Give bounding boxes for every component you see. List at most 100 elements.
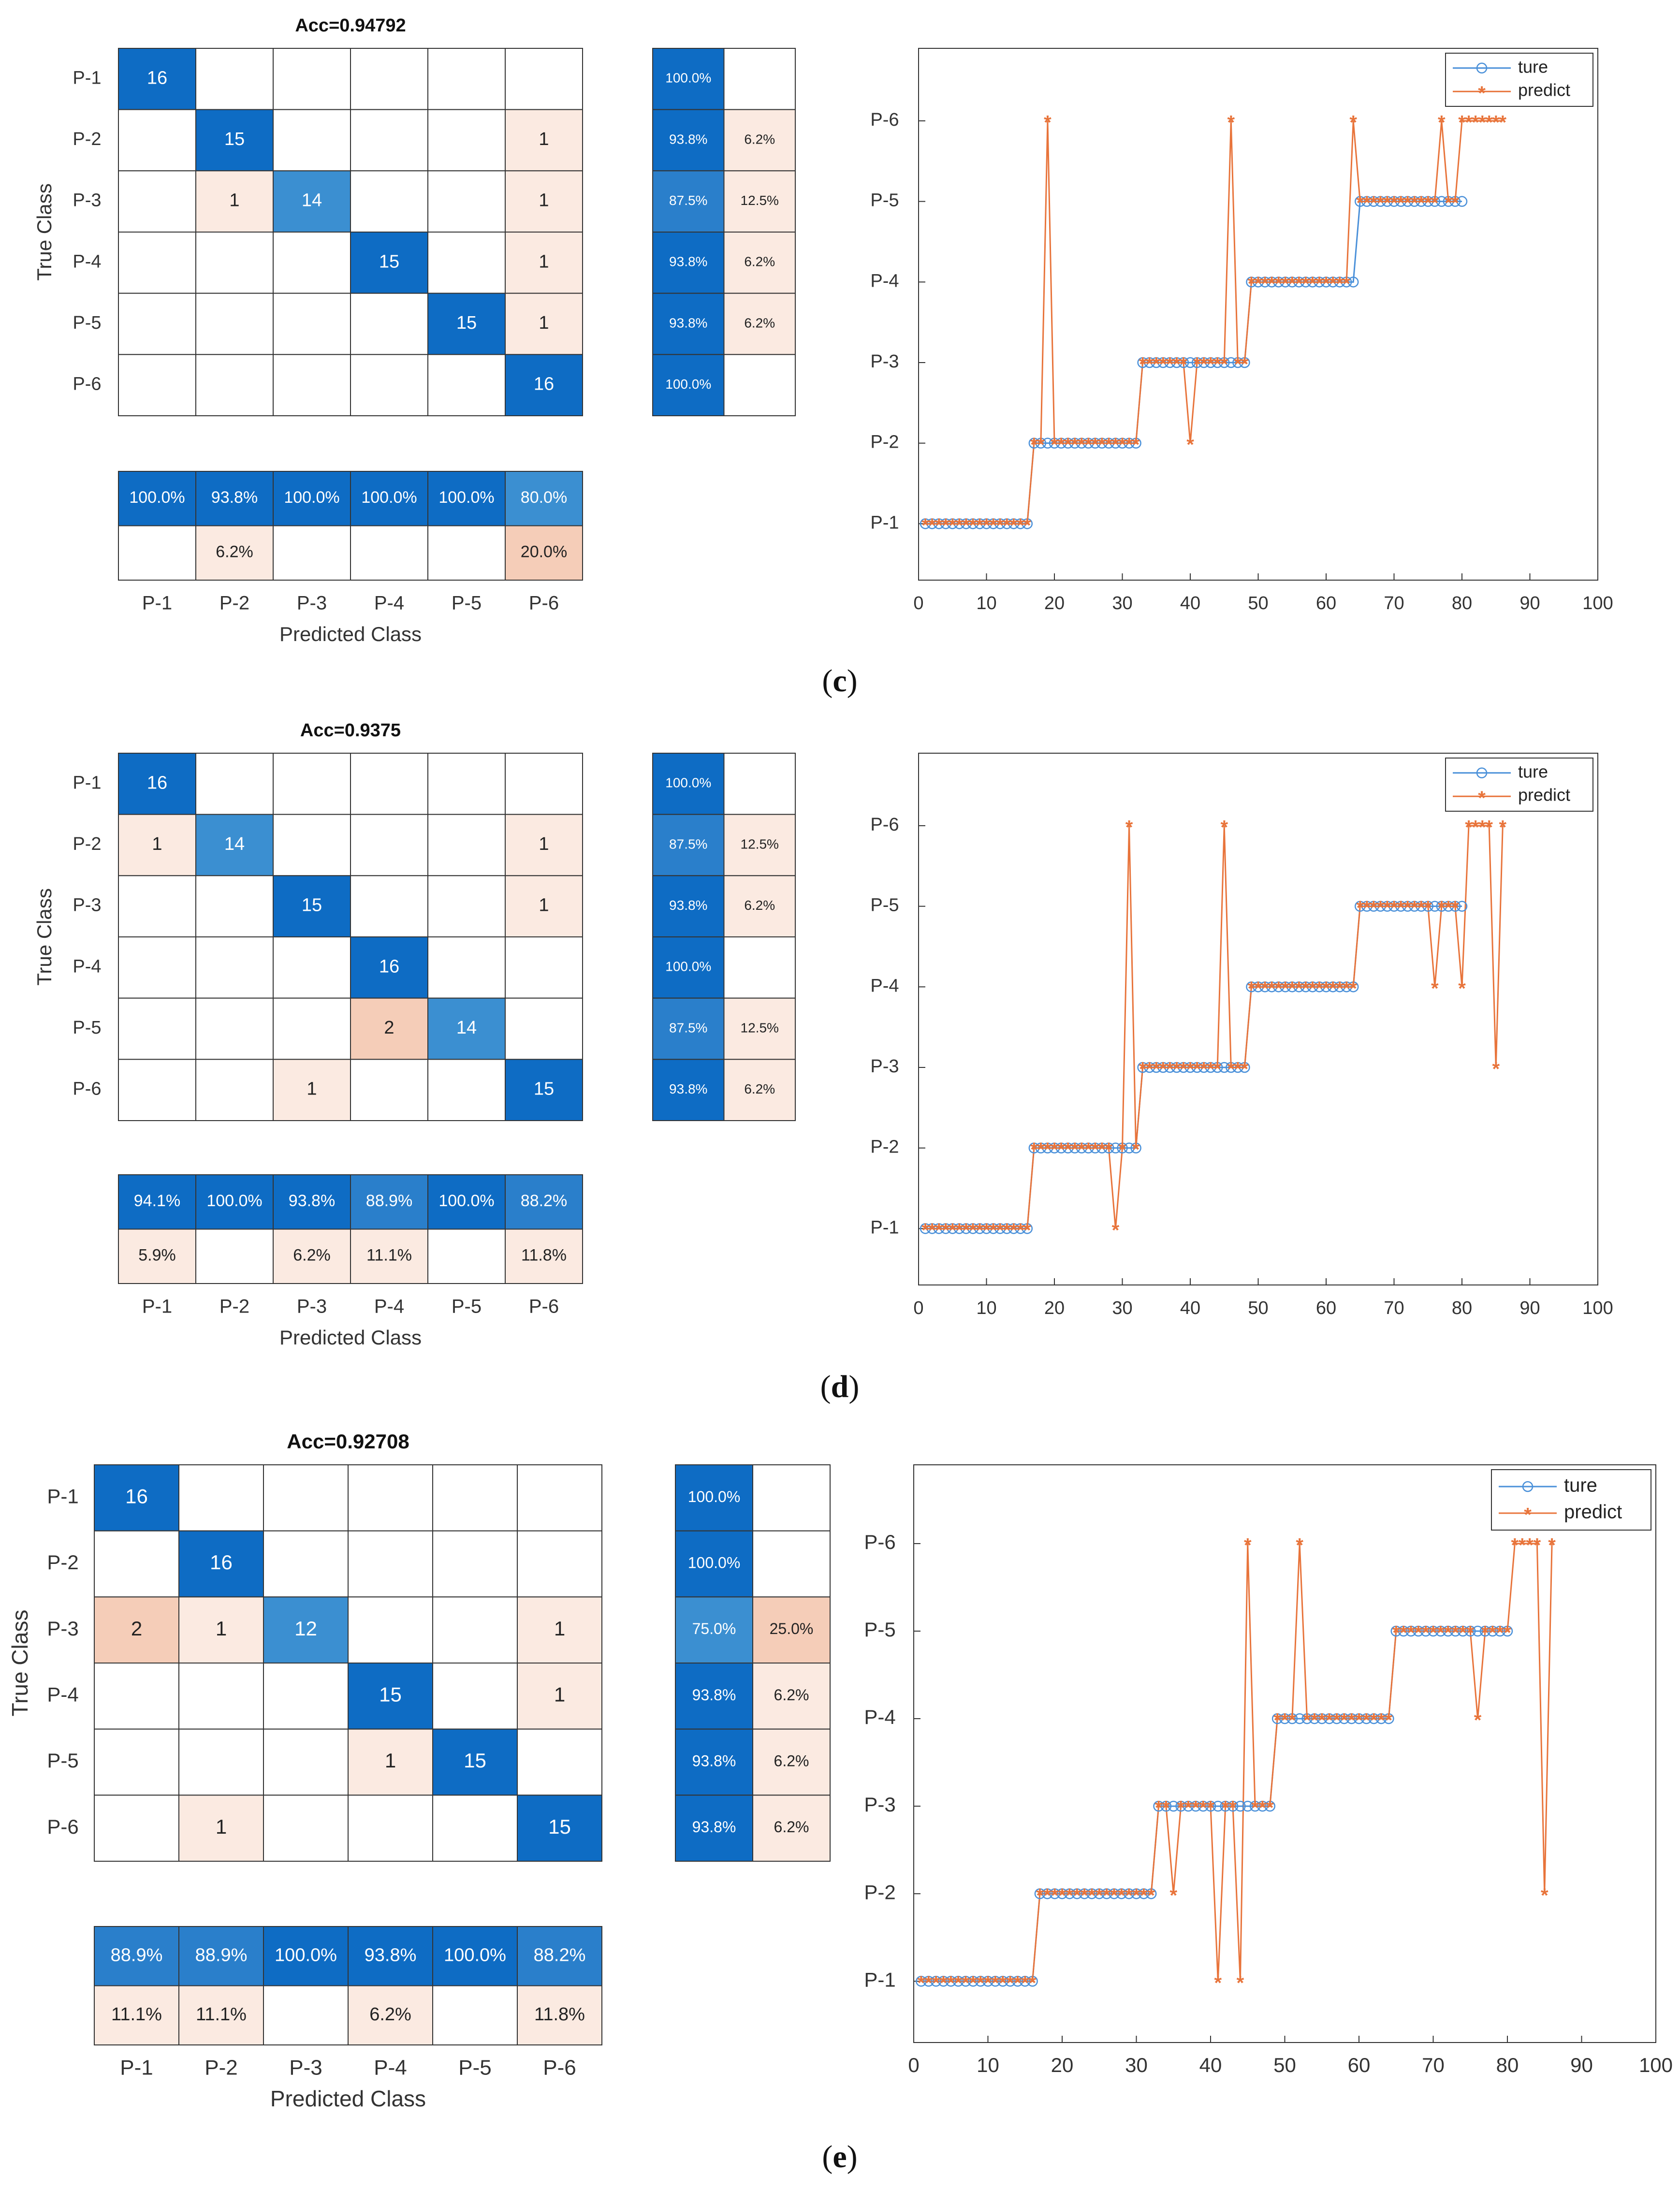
row-summary-value: 87.5% [669, 193, 707, 208]
ture-point [994, 518, 1006, 529]
ture-point [1449, 196, 1461, 207]
ture-point [1428, 1625, 1439, 1637]
predict-point: * [1266, 1797, 1274, 1819]
row-summary-cell [675, 1663, 753, 1730]
row-tick-label: P-3 [73, 895, 101, 916]
y-tick-label: P-4 [870, 976, 899, 996]
predict-point: * [1526, 1535, 1534, 1556]
ture-point [1123, 1888, 1135, 1899]
row-summary-value: 87.5% [669, 836, 707, 851]
col-summary-cell [118, 1228, 196, 1284]
col-summary-cell [350, 525, 428, 581]
predict-point: * [1415, 1622, 1422, 1644]
predict-point: * [1445, 192, 1452, 214]
matrix-cell [427, 109, 506, 172]
col-summary-cell [273, 1174, 351, 1230]
ture-point [920, 1223, 931, 1234]
plot-frame [918, 753, 1598, 1285]
col-summary-value: 100.0% [206, 1192, 262, 1210]
ture-point [1443, 901, 1454, 912]
matrix-cell [273, 753, 351, 815]
row-summary-value: 6.2% [744, 898, 775, 913]
x-tick-label: 60 [1316, 1298, 1336, 1318]
ture-point [1055, 1142, 1067, 1153]
predict-point: * [1431, 192, 1439, 214]
ture-point [1131, 1888, 1142, 1899]
ture-point [1213, 1800, 1224, 1812]
predict-point: * [1397, 897, 1405, 919]
ture-point [1076, 438, 1087, 449]
predict-point: * [1213, 1059, 1221, 1080]
col-tick-label: P-6 [529, 1296, 559, 1317]
ture-point [1375, 196, 1386, 207]
ture-point [1355, 901, 1366, 912]
x-tick-label: 30 [1125, 2054, 1148, 2076]
predict-point: * [1234, 354, 1242, 375]
matrix-cell-value: 1 [307, 1079, 317, 1099]
ture-point [1383, 1713, 1394, 1724]
row-tick-label: P-3 [47, 1617, 78, 1640]
predict-point: * [1465, 817, 1473, 838]
predict-point: * [949, 515, 956, 536]
predict-point: * [1322, 273, 1330, 294]
predict-point: * [1057, 434, 1065, 455]
col-summary-value: 88.9% [366, 1192, 412, 1210]
ture-point [1130, 1142, 1141, 1153]
ture-point [1220, 1800, 1231, 1812]
ture-point [1253, 277, 1264, 288]
predict-point: * [1180, 354, 1187, 375]
matrix-cell [195, 170, 274, 233]
predict-point: * [1003, 1220, 1011, 1241]
x-tick-label: 30 [1112, 1298, 1132, 1318]
predict-point: * [1199, 1797, 1207, 1819]
x-tick-label: 90 [1519, 593, 1540, 613]
predict-point: * [1472, 817, 1479, 838]
ture-point [974, 1223, 985, 1234]
matrix-cell [427, 232, 506, 294]
predict-point: * [1132, 1139, 1140, 1160]
ture-point [1239, 1062, 1250, 1073]
ture-point [1042, 1888, 1053, 1899]
ture-point [1361, 901, 1373, 912]
ture-point [1083, 1142, 1094, 1153]
matrix-cell-value: 15 [534, 1079, 554, 1099]
predict-point: * [1017, 1220, 1024, 1241]
col-summary-value: 11.8% [521, 1246, 567, 1265]
predict-point: * [1492, 112, 1500, 133]
row-summary-value: 12.5% [741, 1020, 779, 1035]
ture-point [1035, 438, 1047, 449]
row-summary-cell [675, 1596, 753, 1664]
matrix-cell [195, 875, 274, 938]
matrix-cell [517, 1728, 602, 1796]
ture-point [1232, 1062, 1243, 1073]
col-summary-cell [427, 525, 506, 581]
ture-point [1472, 1625, 1483, 1637]
predict-point: * [1472, 112, 1479, 133]
ture-point [1071, 1888, 1082, 1899]
predict-point: * [962, 1972, 970, 1994]
ture-point [1137, 1062, 1148, 1073]
col-summary-value: 6.2% [293, 1246, 331, 1265]
x-tick-label: 0 [913, 1298, 923, 1318]
predict-point: * [1288, 978, 1296, 999]
matrix-cell [195, 292, 274, 355]
predict-point: * [1466, 1622, 1474, 1644]
predict-point: * [1438, 897, 1446, 919]
predict-point: * [1248, 978, 1256, 999]
ture-point [1117, 438, 1128, 449]
ture-point [967, 1223, 979, 1234]
matrix-cell-value: 16 [147, 68, 167, 88]
ture-point [1079, 1888, 1090, 1899]
y-tick-label: P-1 [870, 1217, 899, 1238]
row-tick-label: P-1 [73, 68, 101, 88]
confusion-title: Acc=0.9375 [300, 720, 401, 741]
predict-point: * [983, 515, 991, 536]
predict-point: * [1261, 273, 1269, 294]
predict-point: * [1173, 1059, 1181, 1080]
ture-point [1028, 1142, 1040, 1153]
x-tick-label: 20 [1044, 1298, 1065, 1318]
predict-point: * [1326, 1710, 1333, 1731]
predict-point: * [1422, 1622, 1430, 1644]
predict-point: * [1248, 273, 1256, 294]
ture-point [1494, 1625, 1505, 1637]
